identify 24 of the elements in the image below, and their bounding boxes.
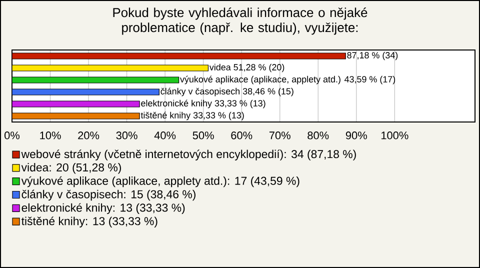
chart-title: Pokud byste vyhledávali informace o nějaké problematice (např. ke studiu), využijete: bbox=[113, 8, 368, 35]
data-label: 87,18 % (34) bbox=[347, 52, 398, 60]
data-label: tištěné knihy 33,33 % (13) bbox=[140, 112, 244, 120]
x-tick-label: 40% bbox=[154, 132, 176, 140]
x-tick-label: 100% bbox=[381, 132, 408, 140]
legend-label: články v časopisech: 15 (38,46 %) bbox=[22, 190, 196, 201]
x-tick-label: 80% bbox=[308, 132, 329, 140]
x-tick-label: 70% bbox=[269, 132, 290, 140]
legend-label: elektronické knihy: 13 (33,33 %) bbox=[22, 203, 185, 214]
x-tick-label: 20% bbox=[78, 132, 100, 140]
legend-label: videa: 20 (51,28 %) bbox=[21, 163, 121, 174]
data-label: výukové aplikace (aplikace, applety atd.) 43,59 % (17) bbox=[180, 76, 396, 84]
data-label: elektronické knihy 33,33 % (13) bbox=[141, 100, 266, 108]
x-tick-label: 60% bbox=[231, 132, 252, 140]
data-label: videa 51,28 % (20) bbox=[209, 64, 284, 72]
x-tick-label: 50% bbox=[192, 132, 214, 140]
x-tick-label: 0% bbox=[4, 132, 20, 140]
legend-label: webové stránky (včetně internetových encyklopedií): 34 (87,18 %) bbox=[21, 150, 356, 160]
legend-label: tištěné knihy: 13 (33,33 %) bbox=[21, 216, 158, 228]
data-label: články v časopisech 38,46 % (15) bbox=[160, 88, 294, 96]
legend-label: výukové aplikace (aplikace, applety atd.): 17 (43,59 %) bbox=[21, 176, 300, 188]
x-tick-label: 30% bbox=[116, 132, 138, 140]
x-tick-label: 10% bbox=[40, 132, 61, 140]
x-tick-label: 90% bbox=[346, 132, 367, 140]
